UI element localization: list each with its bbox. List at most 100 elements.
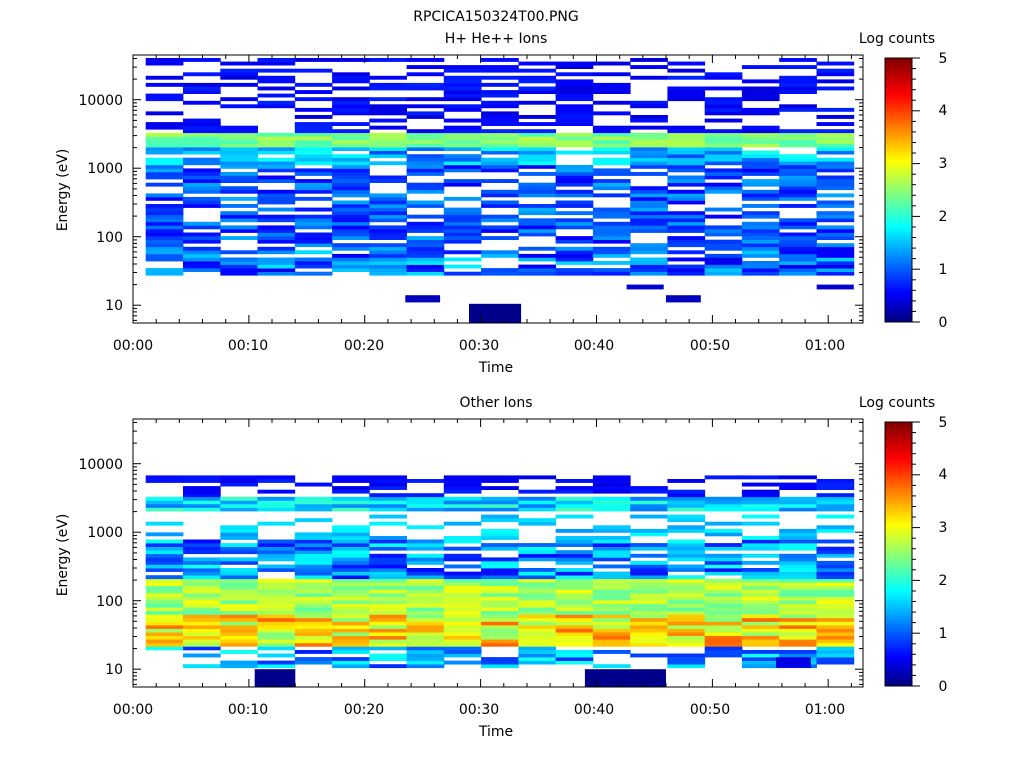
heatmap-cell <box>779 642 817 647</box>
heatmap-cell <box>518 221 557 226</box>
heatmap-cell <box>369 593 407 597</box>
x-tick-label: 00:10 <box>228 702 268 718</box>
heatmap-cell <box>667 257 706 262</box>
heatmap-cell <box>443 600 482 604</box>
heatmap-cell <box>630 257 668 262</box>
heatmap-cell <box>518 90 557 94</box>
y-tick-labels: 10 100 1000 10000 <box>78 457 123 678</box>
heatmap-cell <box>443 196 482 201</box>
heatmap-cell <box>779 589 817 594</box>
heatmap-cell <box>592 553 631 558</box>
heatmap-cell <box>183 642 221 647</box>
heatmap-cell <box>145 132 184 137</box>
heatmap-cell <box>294 628 333 633</box>
heatmap-cell <box>220 560 258 565</box>
heatmap-cell <box>369 204 407 208</box>
heatmap-cell <box>741 239 780 244</box>
heatmap-cell <box>518 653 557 658</box>
heatmap-cell <box>257 628 296 633</box>
heatmap-cell <box>667 578 706 583</box>
heatmap-cell <box>816 614 855 619</box>
heatmap-cell <box>667 564 706 569</box>
heatmap-cell <box>779 564 817 569</box>
heatmap-cell <box>294 136 333 141</box>
heatmap-cell <box>294 182 333 187</box>
heatmap-cell <box>406 582 445 587</box>
heatmap-cell <box>816 72 855 77</box>
heatmap-cell <box>145 172 184 176</box>
heatmap-cell <box>145 232 184 237</box>
x-tick-label: 00:20 <box>344 702 384 718</box>
heatmap-cell <box>779 553 817 558</box>
heatmap-cell <box>294 221 333 226</box>
heatmap-cell <box>667 489 706 494</box>
heatmap-cell <box>257 236 296 240</box>
heatmap-cell <box>220 607 258 612</box>
heatmap-cell <box>257 157 296 162</box>
heatmap-cell <box>667 243 706 248</box>
heatmap-cell <box>518 232 557 237</box>
heatmap-cell <box>406 578 445 583</box>
heatmap-cell <box>741 514 780 519</box>
heatmap-cell <box>741 625 780 629</box>
heatmap-cell <box>481 479 519 483</box>
heatmap-cell <box>779 175 817 180</box>
heatmap-cell <box>406 147 445 151</box>
heatmap-cell <box>704 104 743 109</box>
heatmap-cell <box>741 161 780 166</box>
heatmap-cell <box>555 132 594 137</box>
heatmap-cell <box>741 593 780 597</box>
heatmap-cell <box>816 496 855 501</box>
heatmap-cell <box>183 118 221 123</box>
heatmap-cell <box>481 225 519 230</box>
heatmap-cell <box>630 161 668 166</box>
heatmap-cell <box>481 136 519 141</box>
heatmap-cell <box>443 614 482 619</box>
heatmap-cell <box>779 600 817 604</box>
heatmap-cell <box>406 525 445 530</box>
heatmap-cell <box>406 65 445 69</box>
heatmap-cell <box>592 186 631 191</box>
heatmap-cell <box>592 582 631 587</box>
heatmap-cell <box>332 657 370 661</box>
heatmap-cell <box>332 229 370 233</box>
heatmap-cell <box>443 596 482 601</box>
heatmap-cell <box>369 161 407 166</box>
heatmap-cell <box>704 568 743 572</box>
heatmap-cell <box>332 161 370 166</box>
heatmap-cell <box>592 614 631 619</box>
heatmap-cell <box>555 553 594 558</box>
heatmap-cell <box>406 129 445 134</box>
heatmap-cell <box>704 571 743 576</box>
heatmap-cell <box>481 575 519 580</box>
heatmap-cell <box>592 507 631 512</box>
heatmap-cell <box>183 139 221 144</box>
heatmap-cell <box>294 518 333 523</box>
heatmap-cell <box>518 189 557 194</box>
x-tick-label: 00:40 <box>574 338 614 354</box>
heatmap-cell <box>257 143 296 148</box>
heatmap-cell <box>369 132 407 137</box>
heatmap-cell <box>294 168 333 173</box>
heatmap-cell <box>183 129 221 134</box>
heatmap-cell <box>779 503 817 508</box>
heatmap-cell <box>257 257 296 262</box>
heatmap-cell <box>592 239 631 244</box>
heatmap-cell <box>779 79 817 84</box>
heatmap-cell <box>555 614 594 619</box>
heatmap-cell <box>518 136 557 141</box>
heatmap-cell <box>630 610 668 615</box>
heatmap-cell <box>555 200 594 205</box>
heatmap-cell <box>518 211 557 216</box>
heatmap-cell <box>816 553 855 558</box>
heatmap-cell <box>779 154 817 159</box>
heatmap-cell <box>183 132 221 137</box>
heatmap-cell <box>481 503 519 508</box>
heatmap-cell <box>630 118 668 123</box>
heatmap-cell <box>704 632 743 636</box>
heatmap-cell <box>630 642 668 647</box>
heatmap-cell <box>145 122 184 126</box>
heatmap-cell <box>741 585 780 590</box>
heatmap-cell <box>294 82 333 87</box>
heatmap-cell <box>667 250 706 255</box>
